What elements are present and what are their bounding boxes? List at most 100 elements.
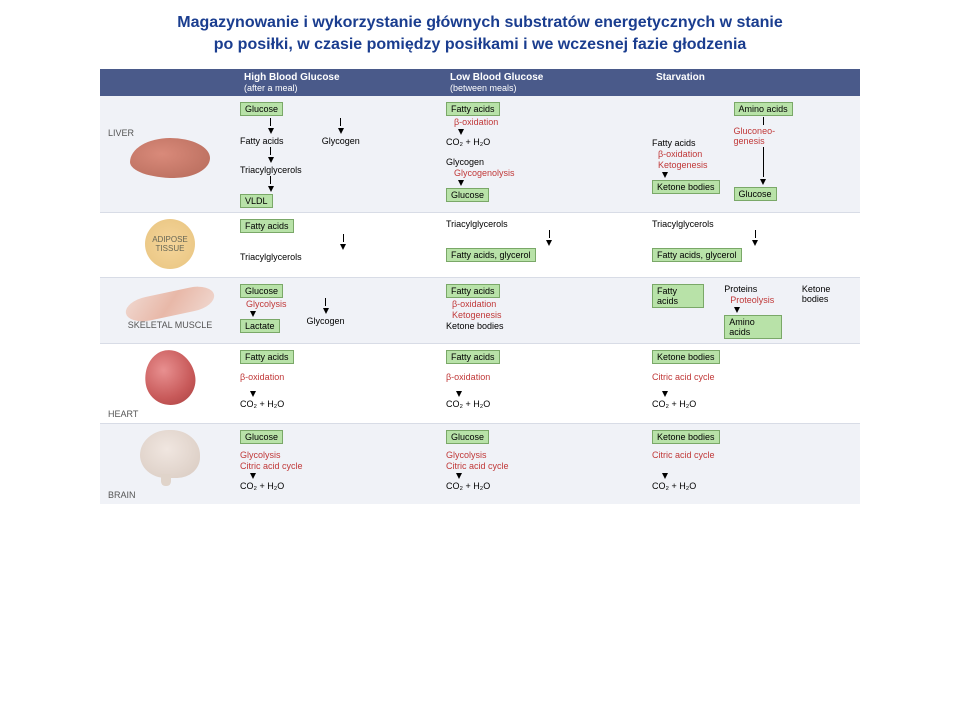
txt-tri-a2: Triacylglycerols: [446, 219, 508, 229]
box-kb-h3: Ketone bodies: [652, 350, 720, 364]
brain-label: BRAIN: [100, 490, 136, 500]
hdr2-main: Low Blood Glucose: [450, 72, 648, 83]
page-title: Magazynowanie i wykorzystanie głównych s…: [30, 12, 930, 57]
proc-h2: β-oxidation: [446, 372, 490, 382]
txt-co2-h2: CO₂ + H₂O: [446, 399, 490, 409]
proc-box-m2: β-oxidation: [452, 299, 496, 309]
row-muscle: SKELETAL MUSCLE Glucose Glycolysis Lacta…: [100, 278, 860, 344]
box-kb-b3: Ketone bodies: [652, 430, 720, 444]
adipose-icon: ADIPOSE TISSUE: [145, 219, 195, 269]
txt-glyc-m1: Glycogen: [307, 316, 345, 326]
txt-co2-b3: CO₂ + H₂O: [652, 481, 696, 491]
txt-glyc: Glycogen: [322, 136, 360, 146]
muscle-c3: Fatty acids Proteins Proteolysis Amino a…: [652, 284, 858, 339]
proc-b1b: Citric acid cycle: [240, 461, 303, 471]
box-kb3: Ketone bodies: [652, 180, 720, 194]
heart-c3: Ketone bodies Citric acid cycle CO₂ + H₂…: [652, 350, 858, 419]
txt-co2-h1: CO₂ + H₂O: [240, 399, 284, 409]
box-fatty2: Fatty acids: [446, 102, 500, 116]
txt-co2: CO₂ + H₂O: [446, 137, 490, 147]
txt-tri: Triacylglycerols: [240, 165, 302, 175]
txt-co2-b2: CO₂ + H₂O: [446, 481, 490, 491]
proc-keto-m2: Ketogenesis: [452, 310, 502, 320]
proc-box3: β-oxidation: [658, 149, 702, 159]
box-fa-h1: Fatty acids: [240, 350, 294, 364]
box-fa-a1: Fatty acids: [240, 219, 294, 233]
box-out-a2: Fatty acids, glycerol: [446, 248, 536, 262]
brain-c3: Ketone bodies Citric acid cycle CO₂ + H₂…: [652, 430, 858, 500]
txt-kb-m3: Ketone bodies: [802, 284, 858, 304]
adipose-c2: Triacylglycerols Fatty acids, glycerol: [446, 219, 652, 273]
txt-co2-b1: CO₂ + H₂O: [240, 481, 284, 491]
txt-fa3: Fatty acids: [652, 138, 696, 148]
hdr1-sub: (after a meal): [244, 83, 442, 93]
txt-co2-h3: CO₂ + H₂O: [652, 399, 696, 409]
hdr2-sub: (between meals): [450, 83, 648, 93]
proc-prot-m3: Proteolysis: [730, 295, 774, 305]
txt-tri-a1: Triacylglycerols: [240, 252, 302, 262]
box-fa-m2: Fatty acids: [446, 284, 500, 298]
row-adipose: ADIPOSE TISSUE Fatty acids Triacylglycer…: [100, 213, 860, 278]
proc-glyco: Glycogenolysis: [454, 168, 515, 178]
proc-b3a: Citric acid cycle: [652, 450, 715, 460]
proc-b1a: Glycolysis: [240, 450, 281, 460]
liver-label: LIVER: [100, 128, 134, 138]
header-low-glucose: Low Blood Glucose (between meals): [446, 72, 652, 93]
box-glc2: Glucose: [446, 188, 489, 202]
heart-c2: Fatty acids β-oxidation CO₂ + H₂O: [446, 350, 652, 419]
liver-c2: Fatty acids β-oxidation CO₂ + H₂O Glycog…: [446, 102, 652, 208]
box-lac-m1: Lactate: [240, 319, 280, 333]
hdr3-main: Starvation: [656, 72, 854, 83]
heart-icon: [145, 350, 195, 405]
brain-c1: Glucose Glycolysis Citric acid cycle CO₂…: [240, 430, 446, 500]
row-brain: BRAIN Glucose Glycolysis Citric acid cyc…: [100, 424, 860, 504]
header-starvation: Starvation: [652, 72, 858, 93]
proc-b2a: Glycolysis: [446, 450, 487, 460]
muscle-icon: [123, 283, 216, 325]
box-out-a3: Fatty acids, glycerol: [652, 248, 742, 262]
proc-box: β-oxidation: [454, 117, 498, 127]
liver-c1: Glucose Fatty acids Triacylglycerols VLD…: [240, 102, 446, 208]
box-glucose: Glucose: [240, 102, 283, 116]
metabolism-chart: High Blood Glucose (after a meal) Low Bl…: [100, 69, 860, 504]
header-high-glucose: High Blood Glucose (after a meal): [240, 72, 446, 93]
heart-c1: Fatty acids β-oxidation CO₂ + H₂O: [240, 350, 446, 419]
txt-tri-a3: Triacylglycerols: [652, 219, 714, 229]
box-amino3: Amino acids: [734, 102, 793, 116]
txt-fatty: Fatty acids: [240, 136, 284, 146]
txt-glyco2: Glycogen: [446, 157, 484, 167]
proc-b2b: Citric acid cycle: [446, 461, 509, 471]
row-liver: LIVER Glucose Fatty acids Triacylglycero…: [100, 96, 860, 213]
box-glc3: Glucose: [734, 187, 777, 201]
proc-h3: Citric acid cycle: [652, 372, 715, 382]
txt-prot-m3: Proteins: [724, 284, 757, 294]
title-line-1: Magazynowanie i wykorzystanie głównych s…: [177, 14, 783, 31]
box-vldl: VLDL: [240, 194, 273, 208]
adipose-c3: Triacylglycerols Fatty acids, glycerol: [652, 219, 858, 273]
proc-gly-m1: Glycolysis: [246, 299, 287, 309]
brain-c2: Glucose Glycolysis Citric acid cycle CO₂…: [446, 430, 652, 500]
hdr1-main: High Blood Glucose: [244, 72, 442, 83]
liver-c3: Fatty acids β-oxidation Ketogenesis Keto…: [652, 102, 858, 208]
box-glc-b2: Glucose: [446, 430, 489, 444]
muscle-c1: Glucose Glycolysis Lactate Glycogen: [240, 284, 446, 339]
box-fa-m3: Fatty acids: [652, 284, 704, 308]
title-line-2: po posiłki, w czasie pomiędzy posiłkami …: [214, 36, 747, 53]
adipose-c1: Fatty acids Triacylglycerols: [240, 219, 446, 273]
txt-kb-m2: Ketone bodies: [446, 321, 504, 331]
proc-gn: Gluconeo-genesis: [734, 126, 784, 146]
box-fa-h2: Fatty acids: [446, 350, 500, 364]
proc-h1: β-oxidation: [240, 372, 284, 382]
heart-label: HEART: [100, 409, 138, 419]
brain-icon: [140, 430, 200, 478]
box-glc-m1: Glucose: [240, 284, 283, 298]
box-glc-b1: Glucose: [240, 430, 283, 444]
liver-icon: [130, 138, 210, 178]
adipose-label: ADIPOSE TISSUE: [145, 235, 195, 253]
row-heart: HEART Fatty acids β-oxidation CO₂ + H₂O …: [100, 344, 860, 424]
muscle-c2: Fatty acids β-oxidation Ketogenesis Keto…: [446, 284, 652, 339]
header-row: High Blood Glucose (after a meal) Low Bl…: [100, 69, 860, 96]
proc-keto3: Ketogenesis: [658, 160, 708, 170]
muscle-label: SKELETAL MUSCLE: [128, 320, 213, 330]
box-amino-m3: Amino acids: [724, 315, 782, 339]
